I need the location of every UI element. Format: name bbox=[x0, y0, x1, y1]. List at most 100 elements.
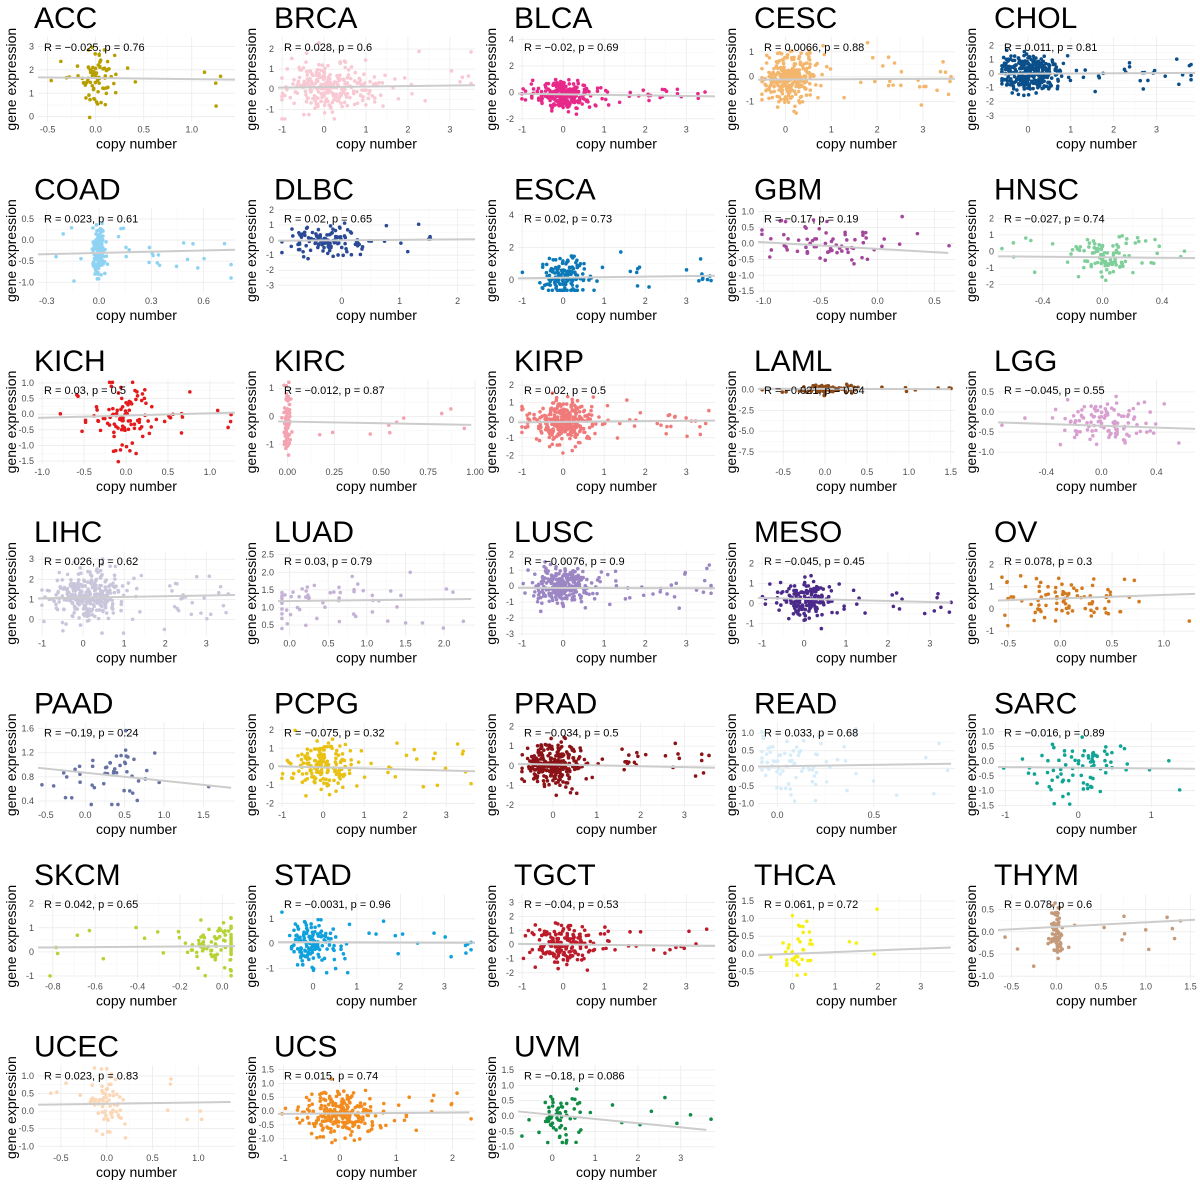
data-point bbox=[280, 98, 284, 102]
data-point bbox=[658, 95, 663, 100]
data-point bbox=[334, 95, 338, 100]
data-point bbox=[545, 571, 550, 576]
data-point bbox=[809, 593, 814, 597]
data-point bbox=[842, 744, 847, 749]
y-tick-label: -1 bbox=[746, 619, 754, 629]
data-point bbox=[605, 403, 610, 408]
panel-coad: -0.3 0.0 0.3 0.6-1.0-0.50.00.5 R = 0.023, p … bbox=[3, 173, 236, 323]
data-point bbox=[106, 616, 111, 621]
x-tick-label: 0.0 bbox=[771, 810, 784, 820]
y-tick-label: -2 bbox=[266, 265, 274, 275]
y-axis-title: gene expression bbox=[3, 713, 19, 816]
y-axis-title: gene expression bbox=[243, 542, 259, 645]
data-point bbox=[549, 767, 553, 772]
data-point bbox=[804, 86, 808, 91]
x-axis-title: copy number bbox=[1056, 307, 1137, 323]
data-point bbox=[1113, 435, 1118, 439]
y-tick-label: -1.0 bbox=[738, 798, 754, 808]
data-point bbox=[543, 593, 548, 598]
regression-line bbox=[997, 71, 1196, 75]
y-tick-label: -1 bbox=[506, 780, 514, 790]
data-point bbox=[575, 99, 579, 104]
panel-title: COAD bbox=[34, 173, 121, 206]
data-point bbox=[808, 62, 812, 66]
data-point bbox=[91, 758, 95, 763]
data-point bbox=[338, 61, 342, 66]
data-point bbox=[768, 582, 772, 586]
data-point bbox=[1039, 57, 1044, 61]
data-point bbox=[343, 87, 347, 92]
x-tick-label: 0.00 bbox=[279, 467, 297, 477]
data-point bbox=[772, 84, 776, 89]
data-point bbox=[1010, 91, 1015, 95]
data-point bbox=[296, 79, 301, 84]
data-point bbox=[76, 587, 81, 592]
data-point bbox=[667, 413, 672, 417]
data-point bbox=[520, 425, 524, 429]
data-point bbox=[115, 408, 120, 413]
data-point bbox=[886, 55, 891, 59]
data-point bbox=[110, 802, 114, 807]
data-point bbox=[594, 103, 598, 108]
data-point bbox=[300, 772, 305, 776]
data-point bbox=[813, 782, 818, 787]
data-point bbox=[894, 591, 899, 595]
x-tick-label: 2.0 bbox=[438, 639, 451, 649]
data-point bbox=[557, 101, 562, 105]
panel-title: KIRC bbox=[274, 345, 346, 378]
data-point bbox=[845, 788, 849, 793]
data-point bbox=[573, 569, 577, 574]
data-point bbox=[324, 777, 328, 782]
data-point bbox=[565, 279, 570, 283]
data-point bbox=[660, 87, 665, 92]
data-point bbox=[1137, 599, 1141, 604]
data-point bbox=[1138, 429, 1143, 434]
data-point bbox=[628, 595, 632, 600]
y-tick-label: 2 bbox=[29, 65, 34, 75]
data-point bbox=[792, 600, 796, 604]
data-point bbox=[1104, 611, 1108, 615]
y-tick-label: 0.5 bbox=[981, 741, 994, 751]
data-point bbox=[785, 248, 789, 252]
data-point bbox=[797, 613, 802, 617]
data-point bbox=[1032, 78, 1037, 82]
data-point bbox=[149, 404, 154, 409]
data-point bbox=[545, 779, 550, 783]
data-point bbox=[655, 421, 660, 426]
data-point bbox=[779, 603, 783, 607]
data-point bbox=[327, 248, 332, 253]
data-point bbox=[1100, 243, 1105, 248]
data-point bbox=[780, 72, 785, 76]
data-point bbox=[1061, 61, 1066, 66]
data-point bbox=[56, 589, 61, 594]
data-point bbox=[185, 257, 190, 262]
x-tick-label: 0 bbox=[561, 296, 566, 306]
data-point bbox=[348, 748, 353, 753]
data-point bbox=[1025, 60, 1030, 64]
data-point bbox=[443, 766, 448, 771]
data-point bbox=[816, 594, 821, 599]
data-point bbox=[1050, 778, 1054, 783]
data-point bbox=[314, 234, 319, 238]
data-point bbox=[135, 798, 140, 803]
x-tick-label: 0.4 bbox=[1156, 296, 1169, 306]
data-point bbox=[777, 58, 782, 63]
data-point bbox=[659, 423, 663, 427]
data-point bbox=[431, 756, 436, 761]
data-point bbox=[857, 596, 861, 600]
stat-label: R = −0.012, p = 0.87 bbox=[284, 385, 385, 397]
y-tick-label: -2 bbox=[266, 798, 274, 808]
data-point bbox=[40, 782, 44, 787]
data-point bbox=[787, 586, 791, 591]
data-point bbox=[414, 757, 419, 761]
y-tick-label: -2 bbox=[506, 450, 514, 460]
data-point bbox=[408, 570, 412, 575]
data-point bbox=[119, 602, 124, 607]
x-tick-label: 3 bbox=[444, 810, 449, 820]
data-point bbox=[558, 97, 563, 102]
data-point bbox=[663, 753, 668, 758]
data-point bbox=[112, 434, 116, 439]
data-point bbox=[104, 611, 109, 615]
data-point bbox=[342, 100, 347, 105]
data-point bbox=[788, 73, 793, 78]
